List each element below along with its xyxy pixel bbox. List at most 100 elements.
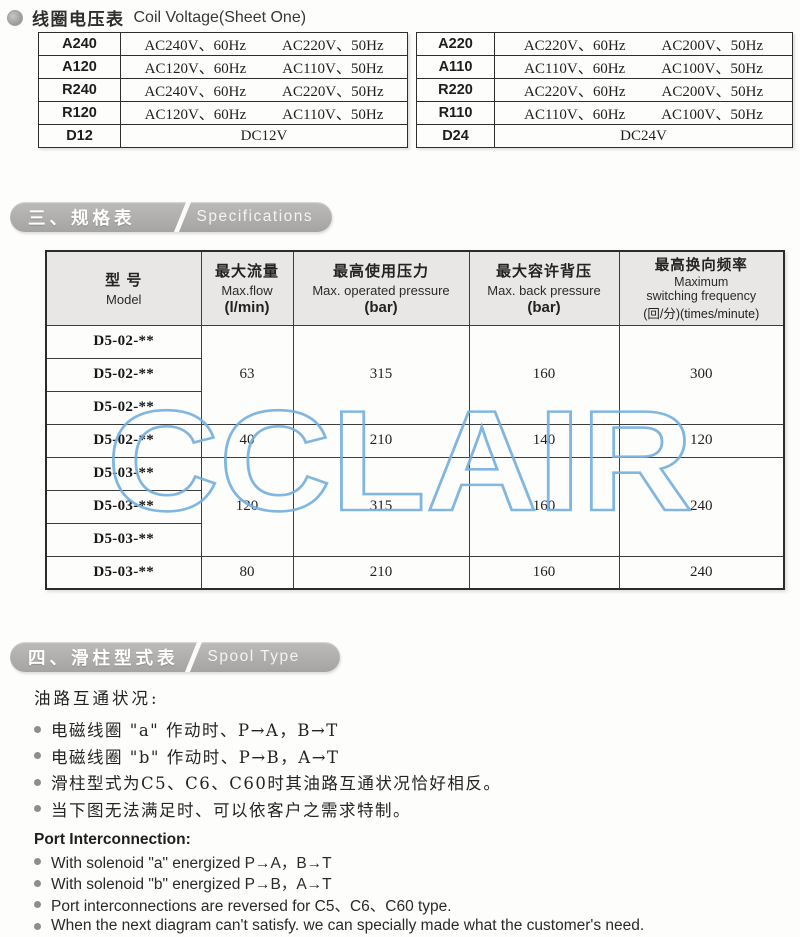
frequency-cell: 300 [619, 325, 784, 424]
flow-cell: 40 [201, 424, 293, 457]
list-item: When the next diagram can't satisfy. we … [34, 916, 786, 937]
header-freq-en2: switching frequency [620, 289, 784, 303]
header-flow-en: Max.flow [202, 283, 293, 298]
table-row: R120 AC120V、60Hz AC110V、50Hz [39, 102, 408, 125]
spool-type-section: 油路互通状况: 电磁线圈 "a" 作动时、P→A，B→T 电磁线圈 "b" 作动… [34, 685, 786, 937]
list-item-text: With solenoid "a" energized P→A，B→T [51, 851, 332, 873]
voltage-cell: DC12V [121, 125, 408, 148]
bullet-dot-icon [34, 752, 41, 759]
voltage-value: AC110V、60Hz [524, 57, 625, 78]
bullet-dot-icon [34, 858, 41, 865]
model-cell: D5-02-** [46, 358, 201, 391]
table-row: D12 DC12V [39, 125, 408, 148]
voltage-value: AC100V、50Hz [661, 103, 763, 124]
voltage-value: AC120V、60Hz [145, 103, 247, 124]
model-cell: R240 [39, 79, 121, 102]
bullet-dot-icon [34, 880, 41, 887]
voltage-cell: AC120V、60Hz AC110V、50Hz [121, 102, 408, 125]
voltage-cell: DC24V [495, 125, 793, 148]
pressure-cell: 315 [293, 457, 469, 556]
section-title-en: Specifications [197, 208, 314, 226]
coil-voltage-tables: A240 AC240V、60Hz AC220V、50Hz A120 AC120V… [38, 32, 793, 148]
flow-cell: 63 [201, 325, 293, 424]
voltage-value: AC220V、50Hz [282, 34, 384, 55]
header-flow-zh: 最大流量 [202, 260, 293, 281]
voltage-value: AC200V、50Hz [662, 34, 764, 55]
table-row: A120 AC120V、60Hz AC110V、50Hz [39, 56, 408, 79]
back-pressure-cell: 160 [469, 325, 619, 424]
voltage-value: AC110V、50Hz [282, 103, 383, 124]
voltage-value: DC24V [620, 128, 667, 145]
section-bullet-icon [7, 10, 23, 26]
voltage-value: AC110V、50Hz [282, 57, 383, 78]
flow-cell: 80 [201, 556, 293, 589]
header-flow-unit: (l/min) [202, 299, 293, 316]
model-cell: D5-02-** [46, 325, 201, 358]
header-back-pressure: 最大容许背压 Max. back pressure (bar) [469, 251, 619, 325]
list-item-text: When the next diagram can't satisfy. we … [51, 917, 644, 935]
header-operated-pressure: 最高使用压力 Max. operated pressure (bar) [293, 251, 469, 325]
pressure-cell: 210 [293, 556, 469, 589]
port-interconnection-heading-zh: 油路互通状况: [34, 685, 786, 709]
voltage-value: AC110V、60Hz [524, 103, 625, 124]
section-title-en: Spool Type [208, 648, 300, 666]
bullet-dot-icon [34, 805, 41, 812]
flow-cell: 120 [201, 457, 293, 556]
frequency-cell: 240 [619, 556, 784, 589]
list-item: Port interconnections are reversed for C… [34, 894, 786, 916]
header-freq-zh: 最高换向频率 [620, 254, 784, 275]
section-title-zh: 三、规格表 [28, 205, 136, 230]
port-interconnection-list-zh: 电磁线圈 "a" 作动时、P→A，B→T 电磁线圈 "b" 作动时、P→B，A→… [34, 716, 786, 822]
bullet-dot-icon [34, 901, 41, 908]
list-item: 当下图无法满足时、可以依客户之需求特制。 [34, 796, 786, 823]
table-header-row: 型 号 Model 最大流量 Max.flow (l/min) 最高使用压力 M… [46, 251, 784, 325]
table-row: A240 AC240V、60Hz AC220V、50Hz [39, 33, 408, 56]
header-back-en: Max. back pressure [470, 283, 619, 298]
voltage-value: AC220V、60Hz [524, 80, 626, 101]
section-title-zh: 四、滑柱型式表 [28, 645, 179, 670]
coil-voltage-title-zh: 线圈电压表 [32, 5, 125, 30]
model-cell: D5-03-** [46, 490, 201, 523]
model-cell: D5-03-** [46, 556, 201, 589]
specifications-table: 型 号 Model 最大流量 Max.flow (l/min) 最高使用压力 M… [45, 250, 785, 590]
back-pressure-cell: 140 [469, 424, 619, 457]
table-row: D24 DC24V [417, 125, 793, 148]
bullet-dot-icon [34, 726, 41, 733]
model-cell: D24 [417, 125, 495, 148]
back-pressure-cell: 160 [469, 457, 619, 556]
header-model: 型 号 Model [46, 251, 201, 325]
bullet-dot-icon [34, 923, 41, 930]
voltage-value: AC200V、50Hz [662, 80, 764, 101]
header-freq-en1: Maximum [620, 275, 784, 289]
model-cell: D5-02-** [46, 391, 201, 424]
model-cell: A120 [39, 56, 121, 79]
list-item-text: 当下图无法满足时、可以依客户之需求特制。 [51, 797, 411, 821]
list-item-text: With solenoid "b" energized P→B，A→T [51, 872, 332, 894]
header-pressure-en: Max. operated pressure [294, 283, 469, 298]
voltage-cell: AC110V、60Hz AC100V、50Hz [495, 102, 793, 125]
pressure-cell: 210 [293, 424, 469, 457]
voltage-cell: AC110V、60Hz AC100V、50Hz [495, 56, 793, 79]
header-back-zh: 最大容许背压 [470, 260, 619, 281]
list-item-text: 电磁线圈 "a" 作动时、P→A，B→T [51, 717, 339, 741]
frequency-cell: 120 [619, 424, 784, 457]
table-row: A110 AC110V、60Hz AC100V、50Hz [417, 56, 793, 79]
header-model-zh: 型 号 [47, 269, 201, 290]
voltage-cell: AC240V、60Hz AC220V、50Hz [121, 33, 408, 56]
model-cell: D12 [39, 125, 121, 148]
voltage-cell: AC240V、60Hz AC220V、50Hz [121, 79, 408, 102]
model-cell: A110 [417, 56, 495, 79]
header-switching-frequency: 最高换向频率 Maximum switching frequency (回/分)… [619, 251, 784, 325]
model-cell: A220 [417, 33, 495, 56]
section-header-specifications: 三、规格表 Specifications [10, 202, 332, 232]
coil-voltage-table-right: A220 AC220V、60Hz AC200V、50Hz A110 AC110V… [416, 32, 793, 148]
back-pressure-cell: 160 [469, 556, 619, 589]
voltage-value: AC100V、50Hz [661, 57, 763, 78]
voltage-cell: AC220V、60Hz AC200V、50Hz [495, 79, 793, 102]
table-row: R220 AC220V、60Hz AC200V、50Hz [417, 79, 793, 102]
port-interconnection-heading-en: Port Interconnection: [34, 831, 786, 849]
header-freq-unit: (回/分)(times/minute) [620, 303, 784, 322]
header-pressure-zh: 最高使用压力 [294, 260, 469, 281]
table-row: D5-02-** 40 210 140 120 [46, 424, 784, 457]
voltage-cell: AC220V、60Hz AC200V、50Hz [495, 33, 793, 56]
